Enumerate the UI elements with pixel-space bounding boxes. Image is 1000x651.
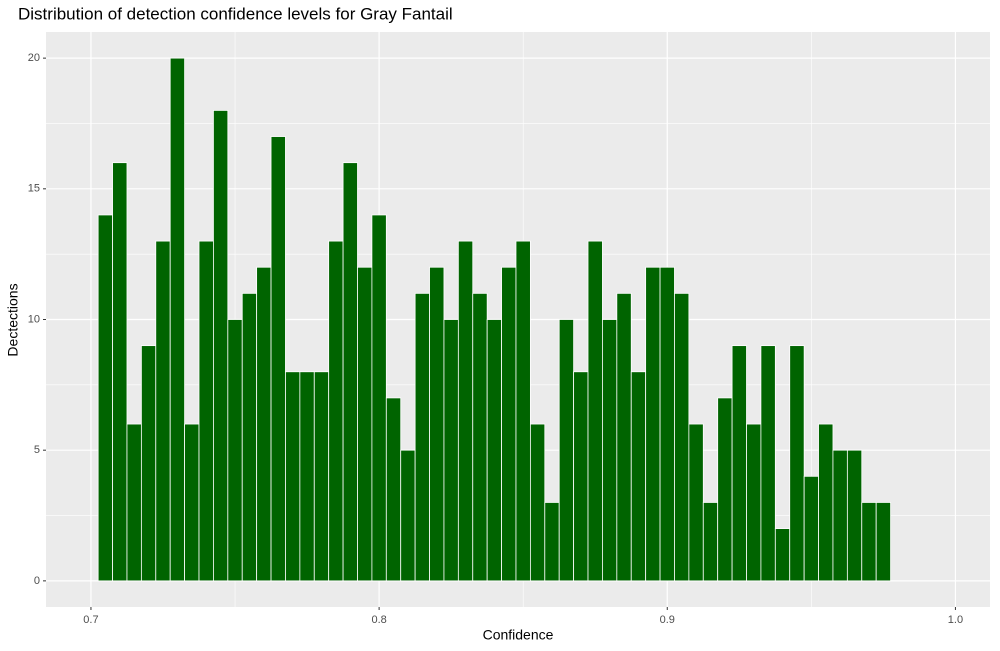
x-tick-label: 0.7 — [83, 614, 98, 626]
bar — [674, 292, 690, 582]
bar — [630, 371, 647, 582]
x-tick-label: 0.9 — [660, 614, 675, 626]
bar — [140, 345, 157, 582]
bar — [357, 266, 373, 582]
bar — [256, 266, 272, 582]
bar — [803, 475, 819, 582]
bar — [616, 292, 632, 582]
bar — [443, 319, 459, 582]
bar — [169, 57, 186, 582]
bar — [198, 240, 214, 582]
y-tick-label: 10 — [28, 313, 40, 325]
bar — [789, 345, 805, 582]
y-tick-label: 20 — [28, 52, 40, 64]
bar — [587, 240, 603, 582]
bar — [213, 110, 229, 582]
bar — [861, 502, 877, 582]
bar — [328, 240, 344, 582]
bar — [645, 266, 661, 582]
x-axis-label: Confidence — [483, 627, 554, 643]
bar — [659, 266, 675, 582]
bar — [270, 136, 286, 582]
bar — [472, 292, 488, 582]
bar — [342, 162, 358, 582]
bar — [371, 214, 387, 582]
bar — [832, 449, 848, 582]
bar — [126, 423, 142, 582]
bar — [299, 371, 315, 582]
bar — [875, 502, 891, 582]
x-tick-label: 1.0 — [948, 614, 963, 626]
bar — [501, 266, 517, 582]
bar — [285, 371, 301, 582]
y-tick-label: 5 — [34, 444, 40, 456]
bar — [429, 266, 445, 582]
bar — [573, 371, 589, 582]
bar — [602, 319, 618, 582]
bar — [112, 162, 128, 582]
y-axis-label: Dectections — [5, 283, 21, 356]
bar — [558, 319, 575, 582]
bar — [414, 292, 430, 582]
bar — [774, 528, 791, 582]
bar — [746, 423, 762, 582]
bar — [702, 502, 719, 582]
bar — [486, 319, 502, 582]
bar — [529, 423, 546, 582]
bar — [731, 345, 747, 582]
bar — [313, 371, 330, 582]
bar — [688, 423, 704, 582]
y-tick-label: 15 — [28, 183, 40, 195]
x-tick-label: 0.8 — [371, 614, 386, 626]
chart-title: Distribution of detection confidence lev… — [18, 4, 453, 23]
bar — [400, 449, 416, 582]
bar — [227, 319, 243, 582]
bar — [184, 423, 200, 582]
bar — [544, 502, 560, 582]
bar — [515, 240, 531, 582]
bar — [846, 449, 863, 582]
bar — [818, 423, 834, 582]
bar — [717, 397, 733, 582]
bar — [241, 292, 258, 582]
bar — [97, 214, 113, 582]
y-tick-label: 0 — [34, 575, 40, 587]
bar — [760, 345, 776, 582]
bar — [457, 240, 474, 582]
bar — [385, 397, 402, 582]
bar — [155, 240, 171, 582]
